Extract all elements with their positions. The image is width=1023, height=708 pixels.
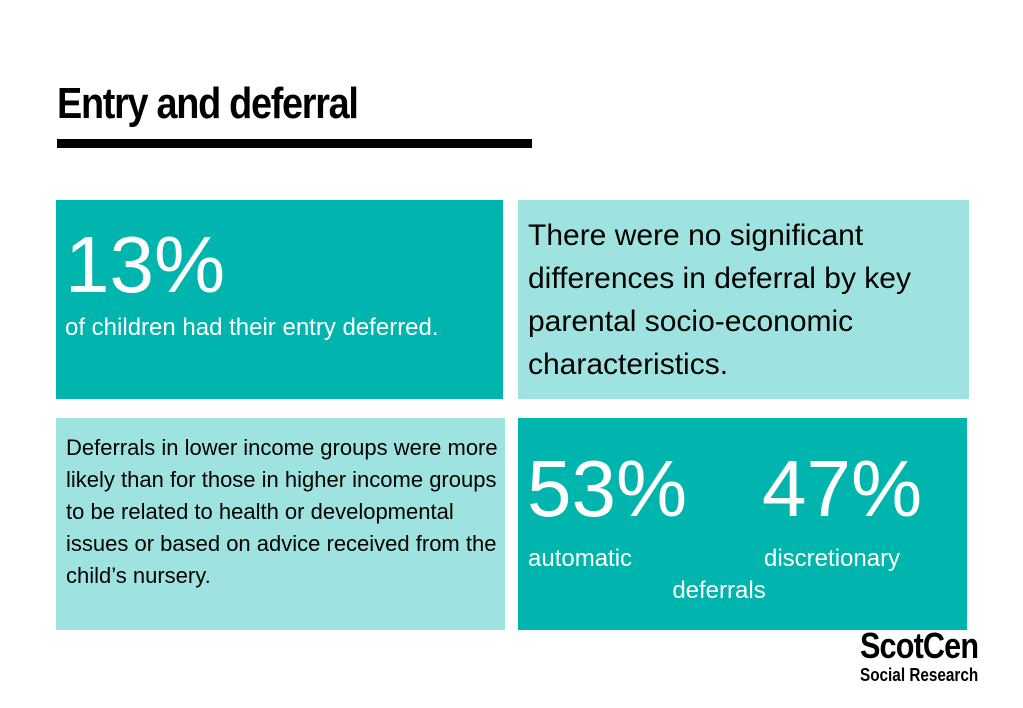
stat-box-deferral-types: 53% 47% automatic discretionary deferral… <box>518 418 967 630</box>
logo-name: ScotCen <box>859 625 979 666</box>
stat-label-discretionary: discretionary <box>764 545 901 572</box>
stat-value-automatic: 53% <box>527 444 688 533</box>
stat-label-automatic: automatic <box>528 545 633 572</box>
stat-value: 13% <box>65 220 226 309</box>
logo-tagline: Social Research <box>859 665 979 685</box>
page-title: Entry and deferral <box>57 79 359 128</box>
info-box-no-differences: There were no significant differences in… <box>518 200 969 399</box>
scotcen-logo: ScotCen Social Research <box>860 628 999 686</box>
info-text: There were no significant differences in… <box>528 219 911 381</box>
stat-box-entry-deferred: 13% of children had their entry deferred… <box>56 200 503 399</box>
title-underline <box>57 139 532 148</box>
stat-description: of children had their entry deferred. <box>65 314 439 341</box>
info-text: Deferrals in lower income groups were mo… <box>66 435 498 588</box>
info-box-income-groups: Deferrals in lower income groups were mo… <box>56 418 505 630</box>
stat-caption: deferrals <box>672 577 766 604</box>
stat-value-discretionary: 47% <box>762 444 923 533</box>
